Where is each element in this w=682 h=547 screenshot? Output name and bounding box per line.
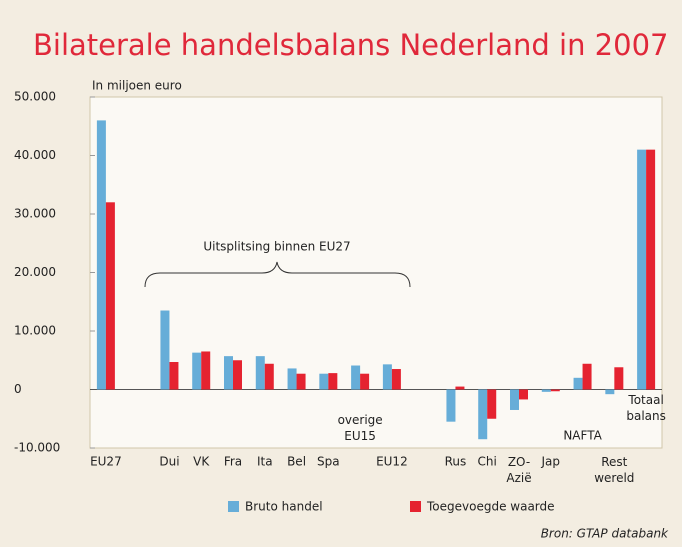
bar bbox=[391, 369, 401, 390]
x-tick-label: EU12 bbox=[376, 455, 408, 469]
bar bbox=[160, 310, 170, 390]
bar bbox=[510, 389, 519, 410]
chart-title: Bilaterale handelsbalans Nederland in 20… bbox=[33, 28, 668, 62]
y-axis-label: In miljoen euro bbox=[92, 79, 182, 93]
x-tick-label: Ita bbox=[257, 455, 273, 469]
brace bbox=[144, 261, 411, 288]
legend-swatch bbox=[410, 501, 421, 512]
legend-swatch bbox=[228, 501, 239, 512]
bar bbox=[201, 351, 211, 390]
x-tick-label: Totaal balans bbox=[626, 393, 666, 423]
legend-label: Bruto handel bbox=[245, 500, 323, 514]
x-tick-label: Chi bbox=[478, 455, 497, 469]
bar bbox=[287, 368, 297, 390]
x-tick-label: Spa bbox=[317, 455, 340, 469]
y-tick-label: 10.000 bbox=[14, 324, 56, 338]
annotation: Uitsplitsing binnen EU27 bbox=[203, 240, 350, 254]
source: Bron: GTAP databank bbox=[541, 527, 669, 541]
x-tick-label: EU27 bbox=[90, 455, 122, 469]
bar bbox=[582, 363, 592, 390]
y-tick-label: 40.000 bbox=[14, 148, 56, 162]
bar bbox=[446, 389, 456, 422]
bar bbox=[233, 360, 242, 390]
x-tick-label: Rest wereld bbox=[594, 455, 634, 485]
bar bbox=[319, 373, 329, 390]
bar bbox=[455, 386, 465, 390]
bar bbox=[637, 149, 647, 390]
bar bbox=[519, 389, 528, 400]
bar bbox=[96, 120, 106, 390]
y-tick-label: 0 bbox=[14, 382, 22, 396]
x-tick-label: ZO-Azië bbox=[506, 455, 531, 485]
bar bbox=[351, 365, 361, 390]
bar bbox=[605, 389, 615, 395]
bar bbox=[382, 364, 392, 390]
y-tick-label: 50.000 bbox=[14, 90, 56, 104]
bar bbox=[573, 377, 583, 390]
x-tick-label: Bel bbox=[287, 455, 306, 469]
bar bbox=[614, 367, 624, 390]
x-tick-label: Fra bbox=[224, 455, 242, 469]
bar bbox=[646, 149, 656, 390]
bar bbox=[550, 389, 560, 392]
y-tick-label: -10.000 bbox=[14, 441, 60, 455]
bar bbox=[296, 373, 306, 390]
bar bbox=[224, 356, 233, 390]
x-tick-label: Jap bbox=[541, 455, 561, 469]
x-tick-label: NAFTA bbox=[563, 429, 602, 443]
bar bbox=[264, 363, 274, 390]
bar bbox=[487, 389, 497, 419]
y-tick-label: 30.000 bbox=[14, 207, 56, 221]
x-tick-label: overige EU15 bbox=[338, 413, 383, 443]
bar bbox=[360, 373, 370, 390]
x-tick-label: Dui bbox=[159, 455, 179, 469]
x-tick-label: VK bbox=[193, 455, 210, 469]
bar bbox=[192, 352, 202, 390]
bar bbox=[255, 356, 265, 390]
bar bbox=[328, 373, 338, 390]
bar bbox=[105, 202, 115, 390]
bar bbox=[478, 389, 488, 440]
bar bbox=[169, 362, 179, 390]
y-tick-label: 20.000 bbox=[14, 265, 56, 279]
x-tick-label: Rus bbox=[445, 455, 467, 469]
legend-label: Toegevoegde waarde bbox=[426, 500, 555, 514]
bar bbox=[541, 389, 551, 392]
